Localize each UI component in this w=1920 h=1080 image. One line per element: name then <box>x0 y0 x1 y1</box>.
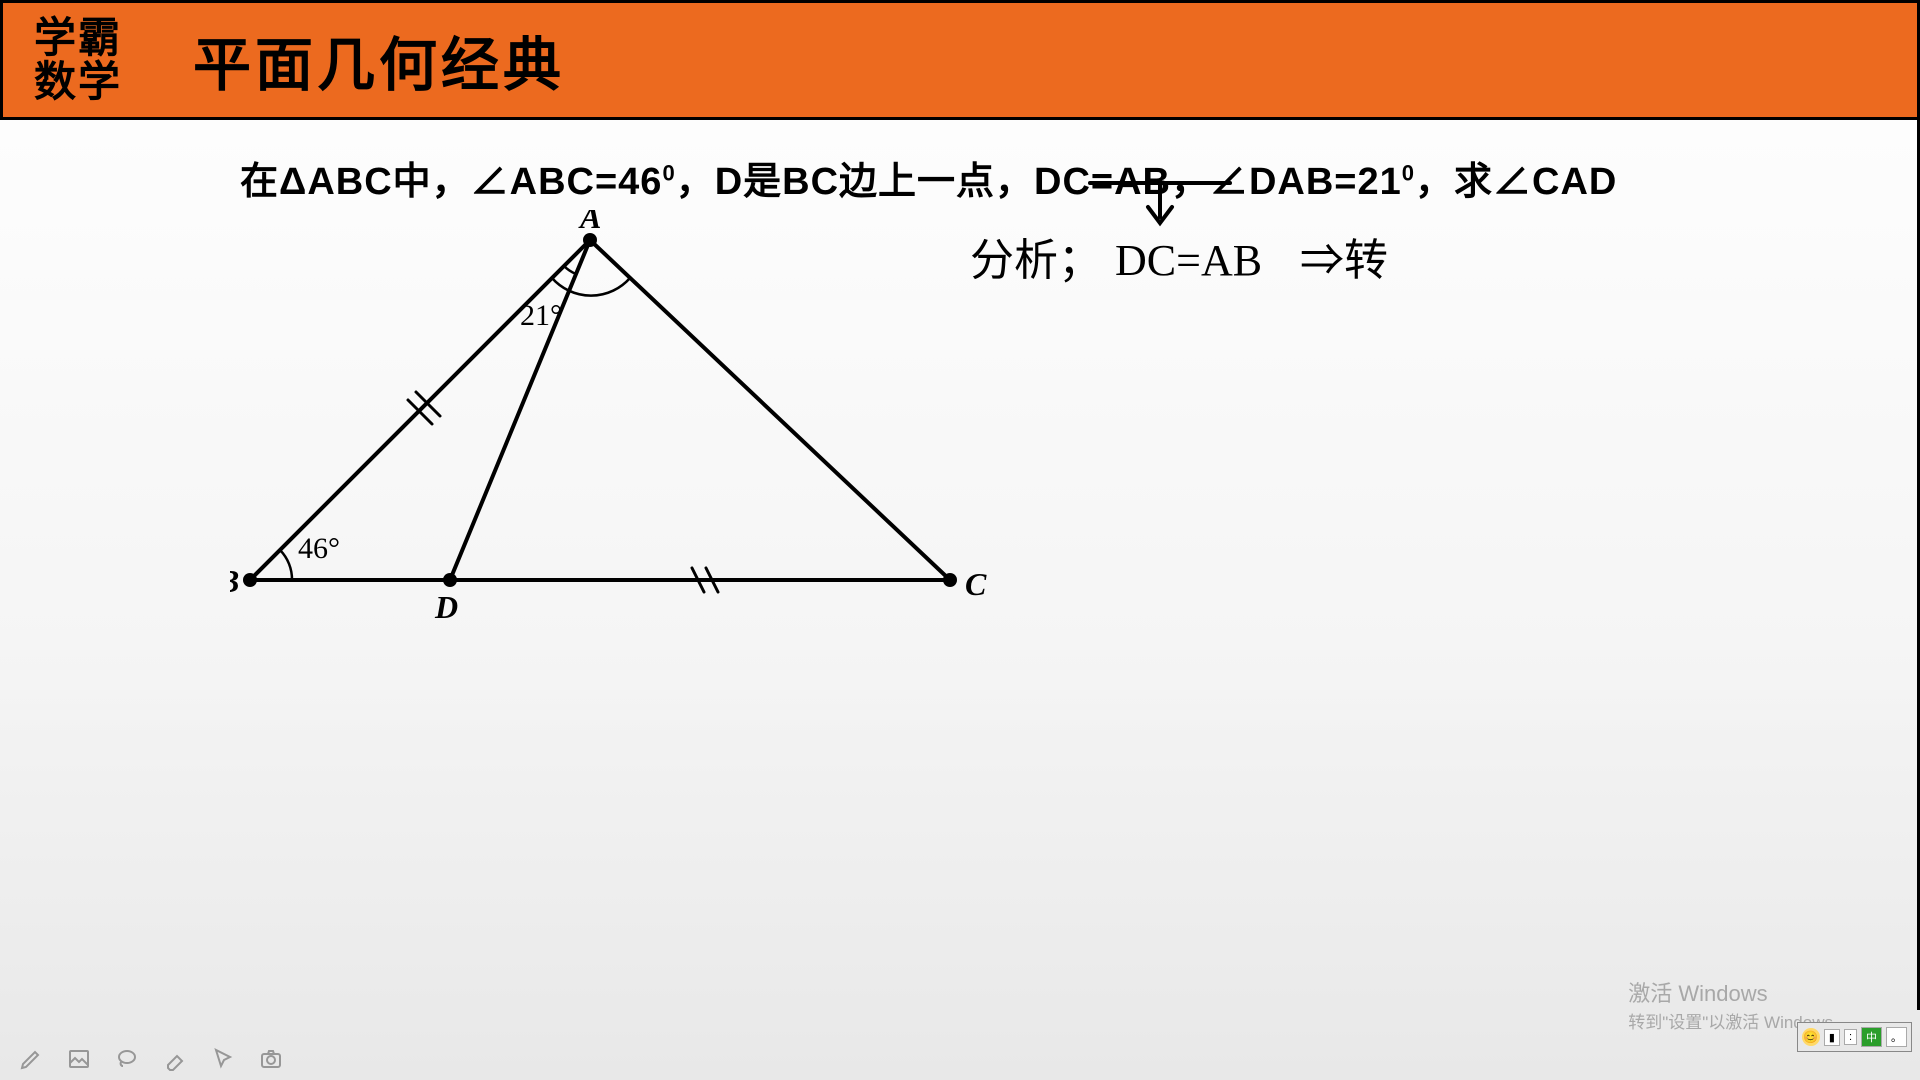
header-bar: 学霸 数学 平面几何经典 <box>0 0 1920 120</box>
ime-face-icon: 😊 <box>1802 1028 1820 1046</box>
analysis-handwriting: 分析； DC=AB ⇒转 <box>970 175 1530 355</box>
ime-indicator[interactable]: 😊 ▮ : 中 。 <box>1797 1022 1912 1052</box>
pen-icon[interactable] <box>18 1046 44 1072</box>
image-icon[interactable] <box>66 1046 92 1072</box>
page-title: 平面几何经典 <box>193 18 565 102</box>
vertex-D-dot <box>443 573 457 587</box>
vertex-A-dot <box>583 233 597 247</box>
angle-A-label: 21° <box>520 299 562 332</box>
watermark-line1: 激活 Windows <box>1628 977 1850 1010</box>
pointer-icon[interactable] <box>210 1046 236 1072</box>
analysis-arrow: ⇒转 <box>1300 236 1388 285</box>
vertex-B-dot <box>243 573 257 587</box>
label-D: D <box>434 589 458 625</box>
lasso-icon[interactable] <box>114 1046 140 1072</box>
arc-A-inner <box>564 266 576 274</box>
edge-CA <box>590 240 950 580</box>
problem-part1: 在ΔABC中，∠ABC=46 <box>240 161 662 203</box>
ime-seg-2: : <box>1844 1029 1857 1045</box>
ime-seg-1: ▮ <box>1824 1029 1840 1046</box>
geometry-figure: A B C D 21° 46° <box>230 210 1050 660</box>
logo-line2: 数学 <box>34 60 122 104</box>
vertex-C-dot <box>943 573 957 587</box>
analysis-expr: DC=AB <box>1115 236 1262 285</box>
angle-B-label: 46° <box>298 532 340 565</box>
arc-B <box>280 550 292 580</box>
logo-line1: 学霸 <box>34 16 122 60</box>
label-B: B <box>230 563 239 599</box>
content-area: 在ΔABC中，∠ABC=460，D是BC边上一点，DC=AB，∠DAB=210，… <box>0 120 1920 235</box>
ime-seg-3: 中 <box>1861 1027 1882 1047</box>
deg-sup1: 0 <box>662 160 675 185</box>
eraser-icon[interactable] <box>162 1046 188 1072</box>
camera-icon[interactable] <box>258 1046 284 1072</box>
label-A: A <box>578 210 601 235</box>
analysis-label: 分析； <box>970 236 1102 285</box>
ime-seg-4: 。 <box>1886 1027 1907 1047</box>
logo: 学霸 数学 <box>3 3 153 117</box>
bottom-toolbar <box>0 1038 1920 1080</box>
label-C: C <box>965 566 987 602</box>
arc-A-outer <box>552 278 630 296</box>
